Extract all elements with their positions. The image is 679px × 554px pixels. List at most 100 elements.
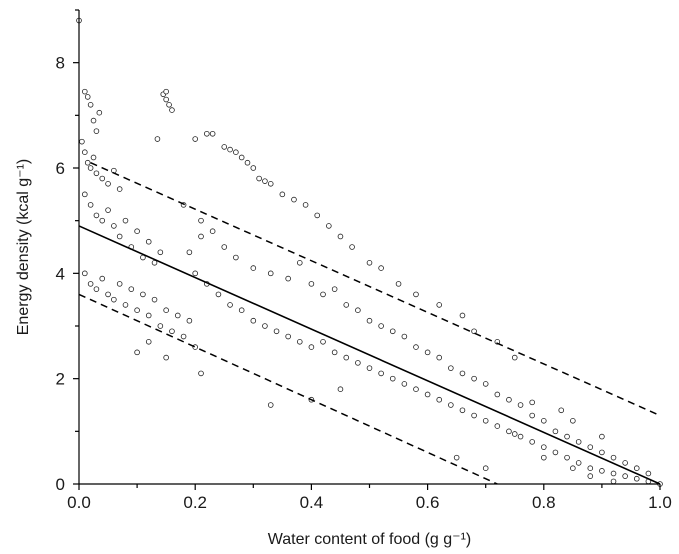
data-point bbox=[436, 354, 443, 361]
data-point bbox=[366, 365, 373, 371]
data-point bbox=[169, 107, 175, 113]
data-point bbox=[302, 202, 309, 208]
y-tick-label: 2 bbox=[56, 370, 65, 389]
data-point bbox=[96, 109, 103, 116]
data-point bbox=[87, 202, 94, 208]
data-point bbox=[285, 333, 291, 340]
data-point bbox=[157, 323, 164, 329]
y-tick-label: 0 bbox=[56, 475, 65, 494]
data-point bbox=[215, 291, 222, 298]
data-point bbox=[250, 165, 257, 171]
data-point bbox=[116, 186, 123, 192]
data-point bbox=[540, 454, 547, 461]
data-point bbox=[82, 270, 88, 277]
data-point bbox=[587, 465, 594, 472]
data-point bbox=[575, 460, 582, 466]
data-point bbox=[221, 144, 228, 150]
data-point bbox=[180, 333, 187, 340]
data-point bbox=[151, 296, 158, 303]
data-point bbox=[122, 302, 129, 308]
data-point bbox=[436, 302, 443, 308]
data-point bbox=[93, 286, 100, 292]
data-point bbox=[192, 270, 199, 277]
data-point bbox=[87, 102, 94, 108]
data-point bbox=[378, 323, 384, 329]
data-point bbox=[610, 478, 617, 485]
data-point bbox=[506, 428, 512, 435]
data-point bbox=[448, 402, 454, 408]
data-point bbox=[453, 454, 460, 461]
data-point bbox=[250, 265, 257, 271]
data-point bbox=[599, 468, 605, 474]
data-point bbox=[424, 349, 431, 356]
data-point bbox=[238, 307, 245, 314]
y-tick-label: 4 bbox=[56, 264, 65, 283]
data-point bbox=[250, 317, 257, 324]
data-point bbox=[163, 307, 169, 314]
data-point bbox=[529, 399, 535, 406]
data-point bbox=[90, 117, 97, 124]
data-point bbox=[82, 191, 88, 198]
data-point bbox=[355, 307, 361, 314]
x-tick-label: 0.0 bbox=[67, 493, 91, 512]
data-point bbox=[198, 233, 204, 240]
data-point bbox=[82, 149, 88, 156]
data-point bbox=[494, 391, 501, 398]
data-point bbox=[529, 412, 535, 419]
data-point bbox=[198, 217, 204, 224]
data-point bbox=[331, 349, 338, 356]
data-point bbox=[482, 381, 489, 387]
data-point bbox=[540, 417, 547, 424]
data-point bbox=[558, 407, 565, 414]
data-point bbox=[163, 88, 169, 95]
data-point bbox=[401, 333, 408, 340]
data-point bbox=[262, 323, 268, 329]
data-point bbox=[320, 338, 326, 345]
regression-line bbox=[78, 225, 661, 485]
axes: 0.0 0.2 0.4 0.6 0.8 1.0 0 2 4 6 8 bbox=[56, 9, 672, 512]
data-point bbox=[337, 386, 344, 393]
data-point bbox=[227, 302, 233, 308]
data-point bbox=[145, 338, 152, 345]
data-point bbox=[448, 365, 454, 371]
data-point bbox=[459, 407, 466, 414]
data-point bbox=[79, 138, 85, 145]
data-point bbox=[366, 317, 373, 324]
data-point bbox=[436, 396, 443, 403]
data-point bbox=[84, 159, 91, 166]
data-point bbox=[267, 270, 274, 277]
data-point bbox=[198, 370, 204, 377]
data-point bbox=[366, 259, 373, 266]
data-point bbox=[105, 291, 111, 298]
data-point bbox=[157, 249, 164, 256]
data-point bbox=[540, 444, 547, 450]
data-point bbox=[93, 128, 100, 134]
data-point bbox=[87, 165, 94, 171]
data-point bbox=[511, 354, 518, 361]
data-point bbox=[93, 212, 100, 219]
data-point bbox=[111, 296, 117, 303]
data-point bbox=[610, 470, 617, 477]
data-point bbox=[163, 354, 169, 361]
data-point bbox=[575, 439, 582, 445]
y-tick-label: 8 bbox=[56, 54, 65, 73]
data-point bbox=[413, 386, 419, 393]
data-point bbox=[645, 470, 652, 477]
data-point bbox=[116, 233, 123, 240]
data-point bbox=[174, 312, 181, 319]
data-point bbox=[564, 454, 570, 461]
data-point bbox=[128, 286, 135, 292]
data-point bbox=[291, 196, 297, 203]
data-point bbox=[308, 281, 315, 287]
data-point bbox=[610, 454, 617, 461]
data-point bbox=[116, 281, 123, 287]
data-point bbox=[622, 460, 628, 466]
data-point bbox=[134, 349, 140, 356]
data-point bbox=[570, 465, 576, 472]
data-point bbox=[343, 302, 350, 308]
data-point bbox=[471, 412, 477, 419]
data-point bbox=[93, 170, 100, 177]
data-point bbox=[506, 396, 512, 403]
data-point bbox=[355, 360, 361, 366]
y-tick-label: 6 bbox=[56, 159, 65, 178]
